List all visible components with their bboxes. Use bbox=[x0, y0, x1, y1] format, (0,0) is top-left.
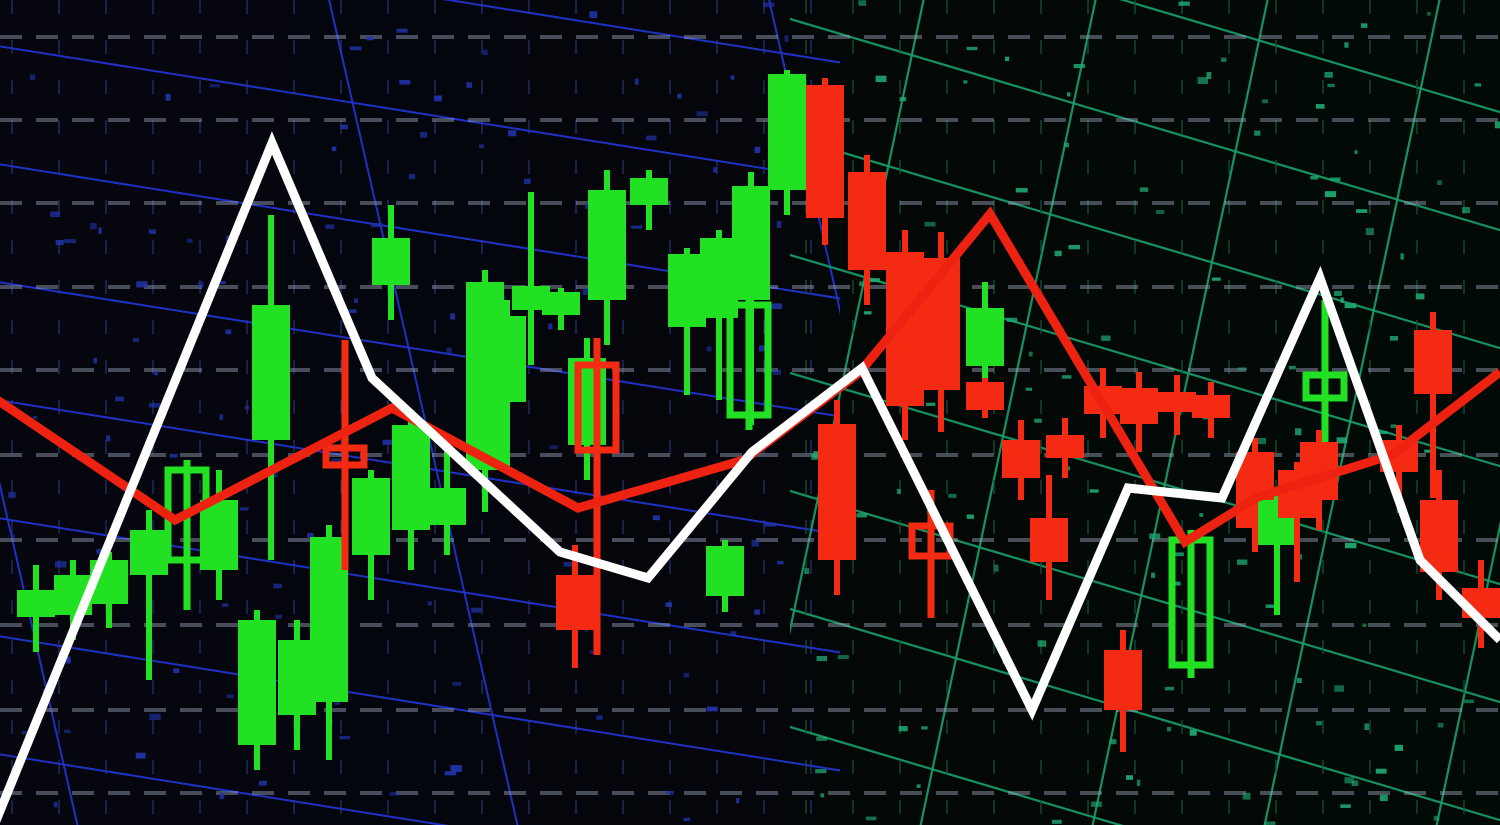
candlestick bbox=[630, 170, 668, 230]
candlestick bbox=[574, 338, 620, 655]
candlestick bbox=[1046, 418, 1084, 478]
candlestick bbox=[488, 300, 526, 470]
candlestick bbox=[922, 232, 960, 432]
candlestick bbox=[1158, 375, 1196, 435]
candlestick bbox=[806, 78, 844, 245]
candlestick bbox=[668, 248, 706, 395]
candlestick bbox=[1120, 372, 1158, 452]
candlestick bbox=[1192, 382, 1230, 438]
candlestick bbox=[238, 610, 276, 770]
candlestick bbox=[706, 540, 744, 612]
candlestick bbox=[278, 620, 316, 750]
candlestick bbox=[556, 545, 594, 668]
candlestick bbox=[252, 215, 290, 560]
candlestick bbox=[768, 70, 806, 215]
candlestick bbox=[17, 565, 55, 652]
candlestick bbox=[322, 340, 368, 570]
candlestick bbox=[372, 205, 410, 320]
candlestick bbox=[726, 295, 772, 430]
candlestick bbox=[966, 378, 1004, 418]
candlestick bbox=[1258, 490, 1296, 615]
candlestick bbox=[352, 470, 390, 600]
candlestick bbox=[848, 155, 886, 305]
candlestick bbox=[428, 440, 466, 555]
candlestick bbox=[130, 510, 168, 680]
candlestick bbox=[1030, 475, 1068, 600]
candlestick bbox=[1414, 312, 1452, 498]
candlestick bbox=[1104, 630, 1142, 752]
candlestick bbox=[588, 170, 626, 345]
candlestick bbox=[818, 400, 856, 595]
candlestick bbox=[542, 288, 580, 330]
candlestick bbox=[200, 470, 238, 600]
white-trend-line bbox=[0, 131, 1500, 823]
candlestick bbox=[1002, 420, 1040, 500]
candlestick bbox=[392, 410, 430, 570]
